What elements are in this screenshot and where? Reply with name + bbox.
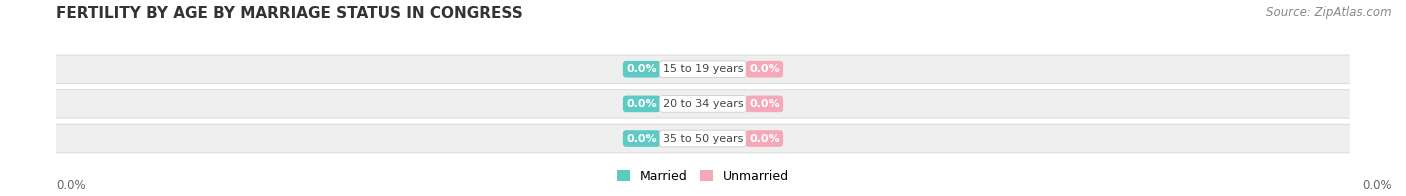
Text: 0.0%: 0.0% — [626, 133, 657, 143]
Text: 0.0%: 0.0% — [1362, 179, 1392, 192]
Text: 0.0%: 0.0% — [749, 133, 780, 143]
Text: 0.0%: 0.0% — [626, 64, 657, 74]
Text: 20 to 34 years: 20 to 34 years — [662, 99, 744, 109]
FancyBboxPatch shape — [24, 55, 1382, 83]
Text: 0.0%: 0.0% — [749, 99, 780, 109]
FancyBboxPatch shape — [24, 90, 1382, 118]
Text: 0.0%: 0.0% — [749, 64, 780, 74]
FancyBboxPatch shape — [24, 124, 1382, 153]
Text: Source: ZipAtlas.com: Source: ZipAtlas.com — [1267, 6, 1392, 19]
Text: 15 to 19 years: 15 to 19 years — [662, 64, 744, 74]
Text: 0.0%: 0.0% — [626, 99, 657, 109]
Text: 0.0%: 0.0% — [56, 179, 86, 192]
Text: 35 to 50 years: 35 to 50 years — [662, 133, 744, 143]
Legend: Married, Unmarried: Married, Unmarried — [612, 165, 794, 188]
Text: FERTILITY BY AGE BY MARRIAGE STATUS IN CONGRESS: FERTILITY BY AGE BY MARRIAGE STATUS IN C… — [56, 6, 523, 21]
